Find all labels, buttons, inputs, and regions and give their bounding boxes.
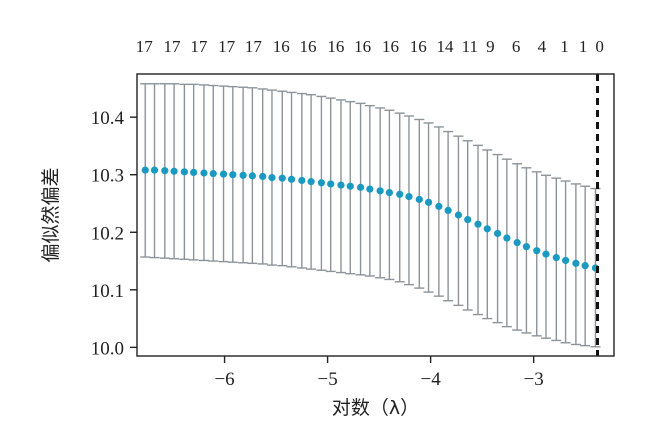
data-point [561,256,570,265]
top-axis-label: 9 [486,37,495,56]
data-point [219,170,228,178]
x-axis: −6 −5 −4 −3 [214,356,544,390]
x-axis-title: 对数（λ） [332,397,419,419]
data-point [376,187,384,195]
data-point [268,173,276,182]
data-point [424,198,433,206]
data-point [552,253,560,262]
data-point [229,171,237,179]
error-bars-group [140,83,601,348]
y-tick-label: 10.3 [91,166,124,187]
data-point [581,262,589,270]
plot-frame [136,73,615,357]
top-axis-label: 6 [512,37,521,56]
data-point [327,180,335,188]
y-tick-label: 10.2 [91,223,124,244]
data-point [396,190,404,198]
top-axis-label: 16 [300,37,317,56]
data-point [298,176,306,185]
y-tick-label: 10.1 [91,281,124,302]
data-point [522,243,531,251]
data-point [493,229,502,238]
data-point [337,181,345,189]
top-axis-label: 17 [190,37,208,56]
x-tick-label: −5 [317,369,337,390]
top-axis-label: 17 [164,37,182,56]
data-point [356,183,365,191]
top-axis-label: 1 [579,37,588,56]
data-point [259,172,267,181]
data-point [464,216,472,224]
y-axis-title: 偏似然偏差 [40,167,62,262]
top-axis-label: 17 [245,37,263,56]
data-point [307,178,315,186]
y-tick-label: 10.4 [91,108,125,129]
data-point [533,247,541,255]
data-point [141,166,149,174]
y-axis: 10.0 10.1 10.2 10.3 10.4 [91,108,137,359]
data-point [190,168,198,177]
data-point [161,167,169,175]
data-point [150,166,159,174]
data-point [248,172,256,180]
data-point [209,169,217,178]
data-point [483,225,491,233]
x-tick-label: −3 [524,369,544,390]
top-axis-label: 14 [437,37,455,56]
data-point [385,188,394,197]
top-axis-label: 16 [382,37,399,56]
data-point [405,192,413,201]
top-axis-label: 11 [462,37,478,56]
x-tick-label: −4 [421,369,442,390]
top-axis-label: 4 [538,37,547,56]
data-point [366,185,374,193]
data-point [180,168,188,176]
top-axis-label: 16 [327,37,344,56]
top-axis-label: 1 [560,37,569,56]
data-point [200,169,208,177]
data-point [454,211,463,219]
data-point [287,175,296,183]
data-point [170,167,178,175]
data-point [542,250,550,258]
top-axis-label: 16 [354,37,371,56]
data-point [278,174,286,182]
top-axis-label: 16 [410,37,427,56]
data-point [444,206,452,214]
data-point [346,182,354,190]
top-axis-label: 0 [595,37,604,56]
data-point [435,202,443,210]
data-point [572,259,580,267]
x-tick-label: −6 [214,369,234,390]
top-axis-label: 16 [273,37,290,56]
data-point [474,220,482,228]
points-group [141,166,600,272]
y-tick-label: 10.0 [91,338,124,359]
top-axis-labels: 17 17 17 17 17 16 16 16 16 16 16 14 11 9 6 4 1 1 0 [136,37,604,56]
data-point [415,195,423,204]
data-point [513,239,521,247]
data-point [317,179,326,187]
top-axis-label: 17 [136,37,154,56]
data-point [239,171,247,179]
top-axis-label: 17 [218,37,236,56]
data-point [503,234,511,242]
